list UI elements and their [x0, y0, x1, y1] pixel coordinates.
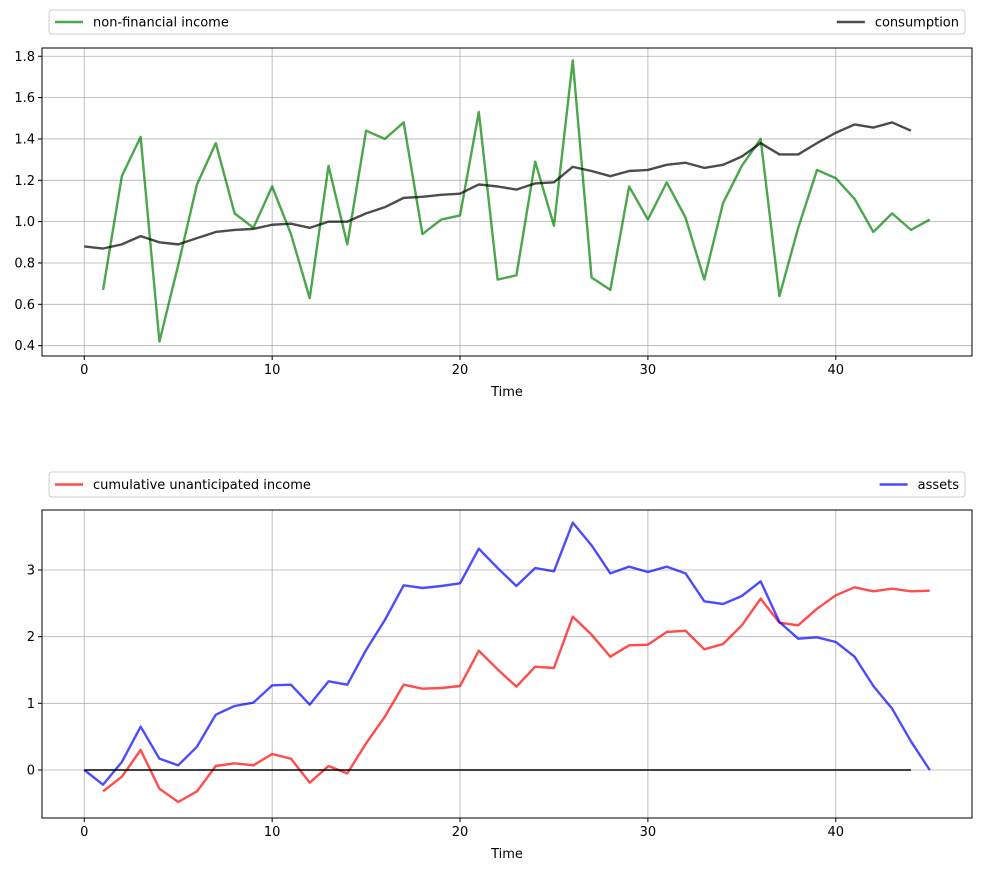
chart-1: 0 10 20 30 40 0.4 0.6 0.8 1.0 1.2 1.4 1.6 1.8 Time non…	[14, 9, 973, 400]
y-tick-label: 1.6	[14, 91, 35, 106]
legend-label: consumption	[875, 16, 959, 31]
x-tick-label: 0	[80, 363, 88, 378]
x-tick-label: 20	[452, 363, 469, 378]
y-tick-label: 3	[27, 564, 35, 579]
legend: cumulative unanticipated income assets	[48, 471, 966, 498]
x-tick-label: 0	[80, 825, 88, 840]
legend-label: cumulative unanticipated income	[93, 478, 311, 493]
series-line-cumulative-unanticipated-income	[102, 586, 930, 804]
series-line-non-financial-income	[101, 59, 931, 343]
x-axis-label: Time	[490, 385, 523, 400]
x-tick-label: 40	[828, 825, 845, 840]
legend-box	[48, 471, 966, 498]
legend: non-financial income consumption	[48, 9, 966, 35]
y-tick-label: 1.2	[14, 174, 35, 189]
y-tick-label: 0.4	[14, 339, 35, 354]
y-tick-label: 0	[27, 764, 35, 779]
y-tick-label: 2	[27, 630, 35, 645]
series-line-assets	[83, 521, 931, 786]
y-tick-label: 0.8	[14, 256, 35, 271]
y-tick-label: 1.0	[14, 215, 35, 230]
y-tick-label: 1.4	[14, 132, 35, 147]
chart-2: 0 10 20 30 40 0 1 2 3 Time cumulative unanticipate…	[27, 471, 973, 862]
y-tick-label: 0.6	[14, 298, 35, 313]
x-axis-label: Time	[490, 847, 523, 862]
x-tick-label: 30	[640, 363, 657, 378]
x-tick-label: 10	[264, 825, 281, 840]
x-tick-label: 10	[264, 363, 281, 378]
x-tick-label: 40	[828, 363, 845, 378]
series-line-consumption	[84, 121, 912, 250]
legend-entry: cumulative unanticipated income	[55, 478, 311, 493]
axes-frame	[41, 47, 973, 357]
x-tick-label: 20	[452, 825, 469, 840]
legend-entry: consumption	[836, 16, 959, 31]
x-tick-label: 30	[640, 825, 657, 840]
y-tick-label: 1	[27, 697, 35, 712]
y-tick-label: 1.8	[14, 50, 35, 65]
legend-label: assets	[918, 478, 960, 493]
legend-entry: non-financial income	[55, 16, 229, 31]
axes-frame	[41, 509, 973, 819]
legend-entry: assets	[879, 478, 960, 493]
legend-label: non-financial income	[93, 16, 229, 31]
legend-box	[48, 9, 966, 35]
